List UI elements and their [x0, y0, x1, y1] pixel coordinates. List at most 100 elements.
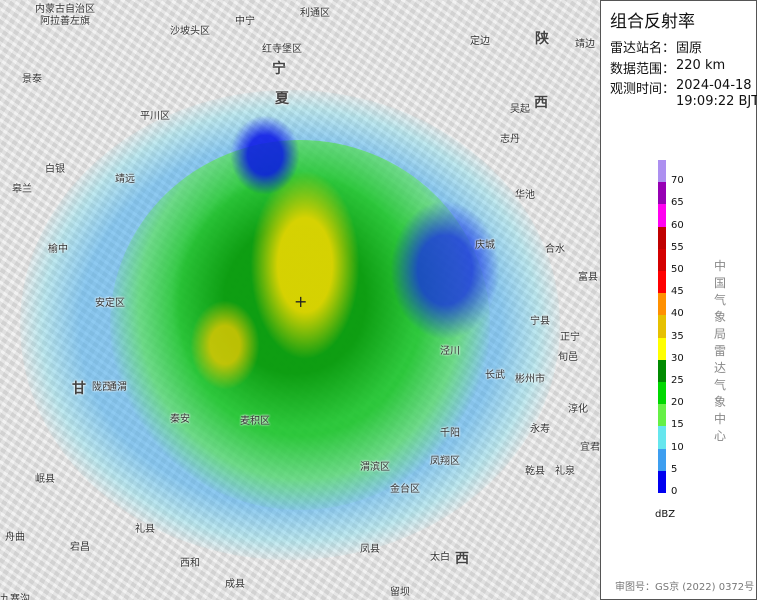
place-label: 麦积区	[240, 416, 270, 427]
legend-tick: 15	[671, 419, 684, 431]
legend-swatch	[658, 204, 666, 227]
place-label: 成县	[225, 579, 245, 590]
legend-swatch	[658, 160, 666, 183]
place-label: 西	[534, 95, 548, 111]
place-label: 利通区	[300, 8, 330, 19]
place-label: 阿拉善左旗	[40, 16, 90, 27]
legend-tick: 45	[671, 286, 684, 298]
range-value: 220 km	[676, 58, 726, 73]
product-title: 组合反射率	[610, 12, 695, 32]
legend-swatch	[658, 448, 666, 471]
place-label: 渭滨区	[360, 462, 390, 473]
echo-blue-n	[230, 115, 300, 195]
place-label: 平川区	[140, 111, 170, 122]
place-label: 景泰	[22, 74, 42, 85]
place-label: 彬州市	[515, 374, 545, 385]
legend-swatch	[658, 248, 666, 271]
place-label: 红寺堡区	[262, 44, 302, 55]
legend-tick: 35	[671, 330, 684, 342]
legend-swatch	[658, 293, 666, 316]
place-label: 舟曲	[5, 532, 25, 543]
place-label: 白银	[45, 164, 65, 175]
radar-map[interactable]: + 内蒙古自治区 阿拉善左旗 沙坡头区 中宁 利通区 红寺堡区宁夏 定边 陕靖边 吴起西 景泰 平川…	[0, 0, 600, 600]
legend-tick: 60	[671, 219, 684, 231]
legend-swatch	[658, 337, 666, 360]
place-label: 礼县	[135, 524, 155, 535]
place-label: 西和	[180, 558, 200, 569]
place-label: 岷县	[35, 474, 55, 485]
place-label: 庆城	[475, 240, 495, 251]
legend-tick: 25	[671, 375, 684, 386]
place-label: 志丹	[500, 134, 520, 145]
place-label: 宁	[272, 61, 286, 77]
legend-unit: dBZ	[655, 509, 676, 520]
place-label: 中宁	[235, 16, 255, 27]
legend-swatch	[658, 470, 666, 493]
place-label: 通渭	[107, 382, 127, 393]
radar-center-marker: +	[294, 292, 308, 311]
time-row: 观测时间： 2024-04-18 19:09:22 BJT	[610, 78, 757, 109]
legend-swatch	[658, 426, 666, 449]
place-label: 吴起	[510, 104, 530, 115]
legend-tick: 70	[671, 175, 684, 187]
place-label: 陇西	[92, 382, 112, 393]
place-label: 甘	[72, 381, 86, 397]
place-label: 留坝	[390, 587, 410, 598]
station-value: 固原	[676, 41, 703, 56]
echo-yellow	[250, 170, 360, 360]
legend-tick: 50	[671, 264, 684, 275]
legend-tick: 55	[671, 241, 684, 253]
place-label: 夏	[275, 91, 289, 107]
place-label: 定边	[470, 36, 490, 47]
place-label: 榆中	[48, 244, 68, 255]
station-row: 雷达站名： 固原	[610, 37, 702, 56]
place-label: 华池	[515, 190, 535, 201]
review-number: 审图号：GS京 (2022) 0372号	[615, 582, 755, 593]
echo-yellow-sw	[190, 300, 260, 390]
legend-swatch	[658, 182, 666, 205]
legend-tick: 0	[671, 486, 678, 497]
place-label: 旬邑	[558, 352, 578, 363]
range-label: 数据范围：	[610, 62, 676, 77]
place-label: 宜君	[580, 442, 600, 453]
legend-tick: 10	[671, 441, 684, 453]
legend-swatch	[658, 382, 666, 405]
place-label: 秦安	[170, 414, 190, 425]
legend-tick: 5	[671, 463, 678, 475]
place-label: 永寿	[530, 424, 550, 435]
time-label: 观测时间：	[610, 82, 676, 97]
legend-tick: 30	[671, 352, 684, 364]
time-date: 2024-04-18	[676, 78, 752, 93]
place-label: 安定区	[95, 298, 125, 309]
echo-blue-e	[390, 200, 500, 340]
place-label: 礼泉	[555, 466, 575, 477]
place-label: 淳化	[568, 404, 588, 415]
legend-swatch	[658, 404, 666, 427]
place-label: 宁县	[530, 316, 550, 327]
credit-text: 中国气象局雷达气象中心	[714, 259, 727, 443]
legend-swatch	[658, 315, 666, 338]
place-label: 泾川	[440, 346, 460, 357]
place-label: 凤县	[360, 544, 380, 555]
legend-swatch	[658, 271, 666, 294]
place-label: 宕昌	[70, 542, 90, 553]
place-label: 内蒙古自治区	[35, 4, 95, 15]
place-label: 正宁	[560, 332, 580, 343]
place-label: 沙坡头区	[170, 26, 210, 37]
place-label: 陕	[535, 31, 549, 47]
place-label: 皋兰	[12, 184, 32, 195]
place-label: 千阳	[440, 428, 460, 439]
place-label: 乾县	[525, 466, 545, 477]
place-label: 凤翔区	[430, 456, 460, 467]
place-label: 靖远	[115, 174, 135, 185]
time-clock: 19:09:22 BJT	[676, 94, 757, 109]
legend-tick: 40	[671, 308, 684, 320]
place-label: 西	[455, 551, 469, 567]
place-label: 合水	[545, 244, 565, 255]
place-label: 九寨沟	[0, 594, 30, 600]
info-panel: 组合反射率 雷达站名： 固原 数据范围： 220 km 观测时间： 2024-04-1…	[600, 0, 757, 600]
place-label: 金台区	[390, 484, 420, 495]
place-label: 太白	[430, 552, 450, 563]
legend-tick: 65	[671, 197, 684, 209]
station-label: 雷达站名：	[610, 41, 676, 56]
